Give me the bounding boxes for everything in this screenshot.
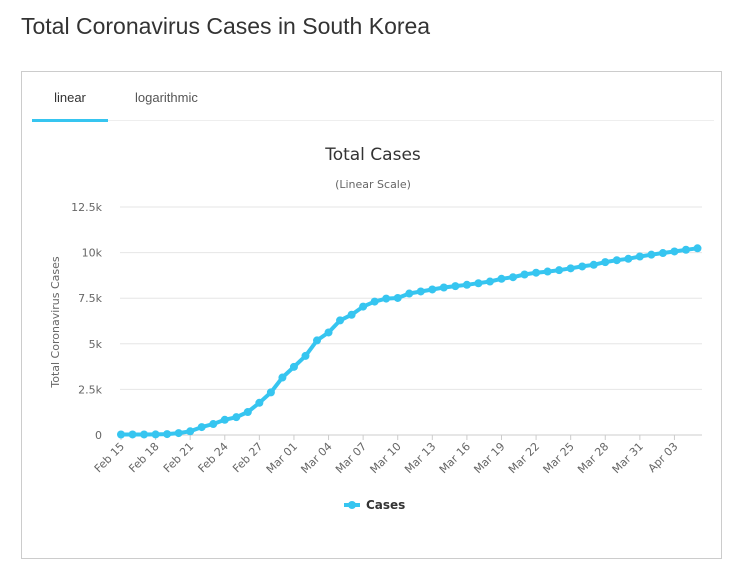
x-tick-label: Mar 28 xyxy=(575,440,611,476)
active-tab-indicator xyxy=(32,119,108,122)
x-tick-label: Feb 18 xyxy=(126,440,161,475)
data-point[interactable] xyxy=(243,407,252,416)
tab-linear[interactable]: linear xyxy=(54,90,86,105)
data-point[interactable] xyxy=(485,277,494,286)
data-point[interactable] xyxy=(612,256,621,265)
chart-subtitle: (Linear Scale) xyxy=(335,178,411,191)
legend-marker xyxy=(348,501,356,509)
data-point[interactable] xyxy=(405,289,414,298)
x-tick-label: Mar 22 xyxy=(506,440,542,476)
data-point[interactable] xyxy=(635,252,644,261)
data-point[interactable] xyxy=(232,413,241,422)
data-point[interactable] xyxy=(186,427,195,436)
x-tick-label: Mar 10 xyxy=(368,440,404,476)
series-cases xyxy=(117,244,702,439)
data-point[interactable] xyxy=(393,293,402,302)
data-point[interactable] xyxy=(289,362,298,371)
data-point[interactable] xyxy=(578,262,587,271)
data-point[interactable] xyxy=(509,273,518,282)
data-point[interactable] xyxy=(255,398,264,407)
data-point[interactable] xyxy=(370,297,379,306)
x-tick-label: Feb 15 xyxy=(92,440,127,475)
x-tick-label: Mar 16 xyxy=(437,440,473,476)
data-point[interactable] xyxy=(439,283,448,292)
data-point[interactable] xyxy=(566,264,575,273)
y-axis-label: Total Coronavirus Cases xyxy=(49,256,62,389)
tab-logarithmic[interactable]: logarithmic xyxy=(135,90,198,105)
data-point[interactable] xyxy=(301,351,310,360)
grid-lines xyxy=(120,206,702,436)
legend-label-cases: Cases xyxy=(366,498,405,512)
data-point[interactable] xyxy=(313,336,322,345)
data-point[interactable] xyxy=(347,310,356,319)
data-point[interactable] xyxy=(324,328,333,337)
data-point[interactable] xyxy=(359,302,368,311)
data-point[interactable] xyxy=(416,287,425,296)
data-point[interactable] xyxy=(451,282,460,291)
data-point[interactable] xyxy=(543,267,552,276)
data-point[interactable] xyxy=(497,274,506,283)
y-tick-label: 10k xyxy=(82,247,103,260)
chart-card: linear logarithmic Total Cases (Linear S… xyxy=(21,71,722,559)
data-point[interactable] xyxy=(278,373,287,382)
x-tick-label: Feb 21 xyxy=(161,440,196,475)
scale-tabs: linear logarithmic xyxy=(32,72,714,121)
data-point[interactable] xyxy=(151,430,160,439)
x-tick-label: Feb 27 xyxy=(230,440,265,475)
data-point[interactable] xyxy=(647,250,656,259)
x-tick-label: Mar 04 xyxy=(298,440,334,476)
data-point[interactable] xyxy=(681,245,690,254)
data-point[interactable] xyxy=(197,423,206,432)
data-point[interactable] xyxy=(209,420,218,429)
x-tick-label: Apr 03 xyxy=(646,440,681,475)
data-point[interactable] xyxy=(624,254,633,263)
data-point[interactable] xyxy=(163,430,172,439)
chart-title: Total Cases xyxy=(324,145,421,165)
data-point[interactable] xyxy=(462,280,471,289)
data-point[interactable] xyxy=(428,285,437,294)
data-point[interactable] xyxy=(128,430,137,439)
x-tick-label: Feb 24 xyxy=(196,440,231,475)
x-tick-label: Mar 25 xyxy=(541,440,577,476)
x-tick-label: Mar 13 xyxy=(402,440,438,476)
data-point[interactable] xyxy=(117,430,125,439)
line-chart: Total Cases (Linear Scale) Total Coronav… xyxy=(49,145,702,512)
data-point[interactable] xyxy=(140,430,149,439)
data-point[interactable] xyxy=(266,388,275,397)
x-tick-label: Mar 31 xyxy=(610,440,646,476)
data-point[interactable] xyxy=(520,270,529,279)
data-point[interactable] xyxy=(220,415,229,424)
data-point[interactable] xyxy=(174,429,183,438)
data-point[interactable] xyxy=(336,316,345,325)
series-line xyxy=(119,246,700,437)
x-tick-label: Mar 19 xyxy=(471,440,507,476)
y-tick-labels: 0 2.5k 5k 7.5k 10k 12.5k xyxy=(71,201,102,442)
x-tick-label: Mar 07 xyxy=(333,440,369,476)
y-tick-label: 7.5k xyxy=(78,292,102,305)
data-point[interactable] xyxy=(555,266,564,275)
data-point[interactable] xyxy=(601,258,610,267)
y-tick-label: 5k xyxy=(89,338,103,351)
page-title: Total Coronavirus Cases in South Korea xyxy=(21,13,431,39)
data-point[interactable] xyxy=(693,244,702,253)
y-tick-label: 0 xyxy=(95,429,102,442)
data-point[interactable] xyxy=(589,260,598,269)
y-tick-label: 2.5k xyxy=(78,383,102,396)
data-point[interactable] xyxy=(658,249,667,258)
data-point[interactable] xyxy=(474,279,483,288)
data-point[interactable] xyxy=(382,294,391,303)
x-tick-label: Mar 01 xyxy=(264,440,300,476)
data-point[interactable] xyxy=(532,268,541,277)
y-tick-label: 12.5k xyxy=(71,201,102,214)
legend[interactable]: Cases xyxy=(344,498,405,512)
data-point[interactable] xyxy=(670,247,679,256)
